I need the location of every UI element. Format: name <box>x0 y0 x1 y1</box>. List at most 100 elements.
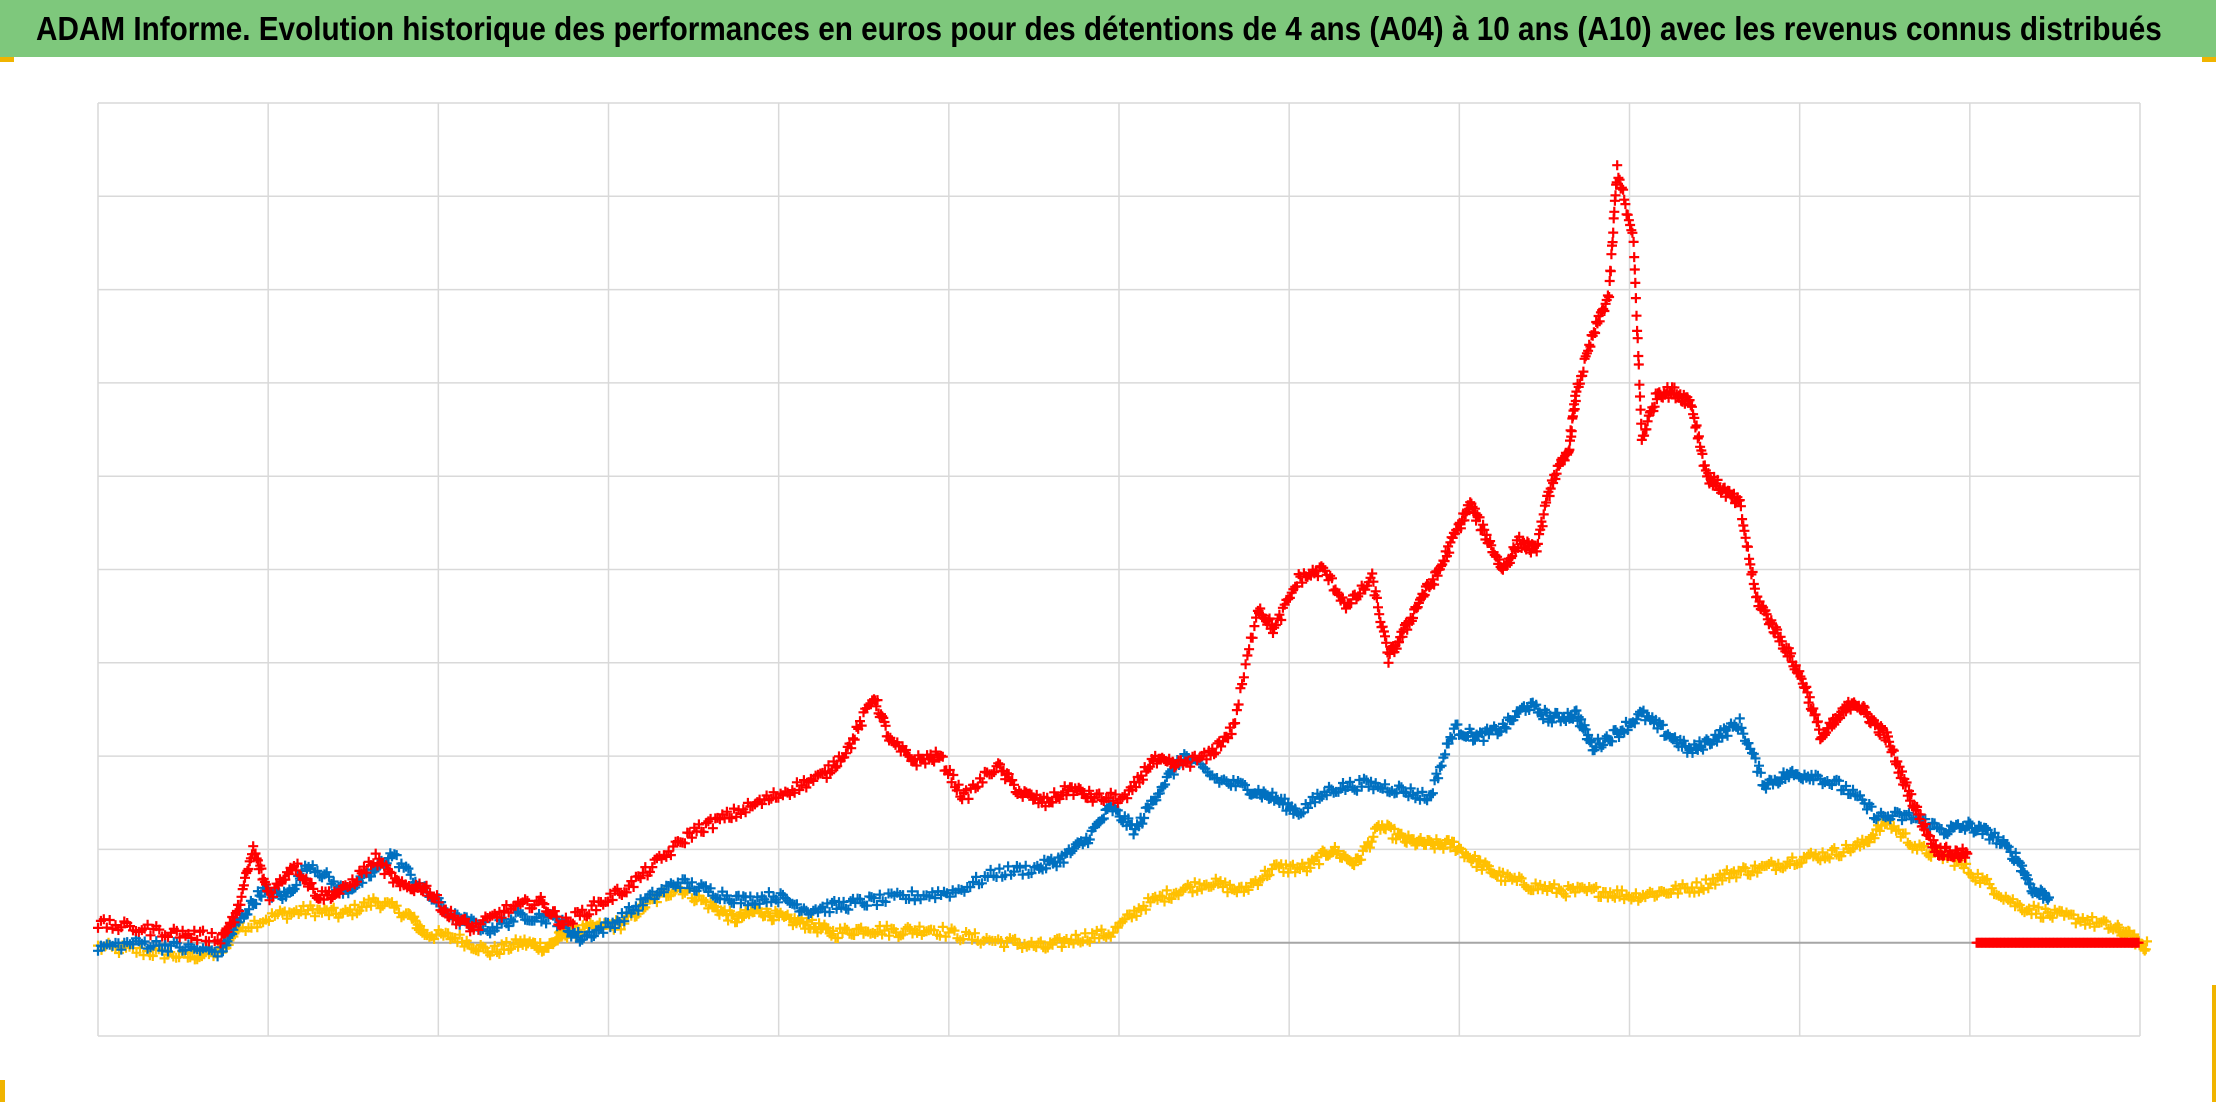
data-point <box>754 898 765 909</box>
data-point <box>1391 834 1402 845</box>
data-point <box>352 876 362 887</box>
data-point <box>953 779 964 790</box>
data-point <box>1570 396 1581 406</box>
data-point <box>1238 672 1249 683</box>
data-point <box>2033 902 2044 913</box>
data-point <box>1199 747 1210 758</box>
data-point <box>843 904 854 915</box>
data-point <box>1277 799 1288 810</box>
data-point <box>869 893 879 904</box>
data-point <box>1479 524 1490 535</box>
data-point <box>328 902 339 913</box>
data-point <box>836 902 847 913</box>
data-point <box>1901 777 1912 788</box>
data-point <box>1787 852 1798 863</box>
data-point <box>1560 891 1571 902</box>
data-point <box>1377 621 1388 632</box>
data-point <box>363 894 374 905</box>
data-point <box>1274 609 1285 620</box>
data-point <box>1635 404 1646 415</box>
data-point <box>871 900 882 910</box>
data-point <box>128 939 138 950</box>
data-point <box>174 932 185 943</box>
frame-edge-right <box>2212 985 2216 1102</box>
data-point <box>1438 843 1449 854</box>
data-point <box>598 927 609 938</box>
data-point <box>937 921 948 932</box>
data-point <box>1630 888 1641 899</box>
data-point <box>174 952 185 963</box>
data-point <box>1230 718 1241 729</box>
data-point <box>844 738 855 749</box>
data-point <box>801 782 812 793</box>
data-point <box>1469 503 1480 514</box>
data-point <box>1570 887 1581 898</box>
data-point <box>1009 866 1019 877</box>
data-point <box>1586 735 1597 746</box>
data-point <box>510 934 521 945</box>
data-point <box>414 878 425 889</box>
data-point <box>1305 862 1316 873</box>
data-point <box>1026 868 1037 879</box>
data-point <box>1578 366 1589 377</box>
data-point <box>1210 873 1221 884</box>
data-point <box>1405 783 1416 794</box>
data-point <box>1584 339 1595 350</box>
data-point <box>1772 624 1783 635</box>
data-point <box>251 899 262 909</box>
data-point <box>773 897 784 908</box>
data-point <box>1550 474 1561 484</box>
data-point <box>1294 864 1305 874</box>
data-point <box>693 819 704 830</box>
data-point <box>1734 713 1745 724</box>
data-point <box>1151 795 1162 806</box>
data-point <box>1609 892 1620 903</box>
data-point <box>1717 875 1728 886</box>
data-point <box>584 909 595 920</box>
data-point <box>1904 807 1914 818</box>
data-point <box>1747 567 1758 577</box>
data-point <box>1993 832 2004 843</box>
data-point <box>1364 842 1375 853</box>
data-point <box>1108 927 1119 938</box>
data-point <box>1866 801 1877 812</box>
data-point <box>672 836 683 847</box>
data-point <box>1187 887 1198 898</box>
data-point <box>334 888 345 899</box>
data-point <box>1501 723 1512 734</box>
data-point <box>256 863 267 874</box>
data-point <box>1672 888 1683 899</box>
data-point <box>1717 732 1728 743</box>
data-point <box>2077 913 2088 924</box>
data-point <box>1345 776 1355 787</box>
data-point <box>489 940 500 951</box>
data-point <box>1629 264 1640 275</box>
data-point <box>299 875 310 886</box>
data-point <box>1403 791 1414 802</box>
data-point <box>93 945 103 956</box>
data-point <box>621 887 632 898</box>
data-point <box>1355 588 1365 599</box>
data-point <box>1143 763 1154 774</box>
data-point <box>927 755 938 765</box>
data-point <box>853 923 864 934</box>
data-point <box>1003 861 1014 872</box>
data-point <box>1783 772 1794 783</box>
data-point <box>822 923 833 934</box>
data-point <box>994 863 1005 874</box>
data-point <box>147 951 158 961</box>
data-point <box>1602 290 1613 301</box>
data-point <box>871 701 882 712</box>
data-point <box>499 905 510 916</box>
data-point <box>1417 786 1428 797</box>
data-point <box>1616 182 1627 193</box>
data-point <box>1622 725 1633 735</box>
data-point <box>1192 885 1203 896</box>
data-point <box>1803 697 1814 708</box>
data-point <box>1154 788 1165 799</box>
series-2 <box>93 160 1973 949</box>
data-point <box>1283 594 1294 605</box>
data-point <box>1545 483 1556 494</box>
data-point <box>1631 714 1642 725</box>
data-point <box>1112 922 1123 933</box>
